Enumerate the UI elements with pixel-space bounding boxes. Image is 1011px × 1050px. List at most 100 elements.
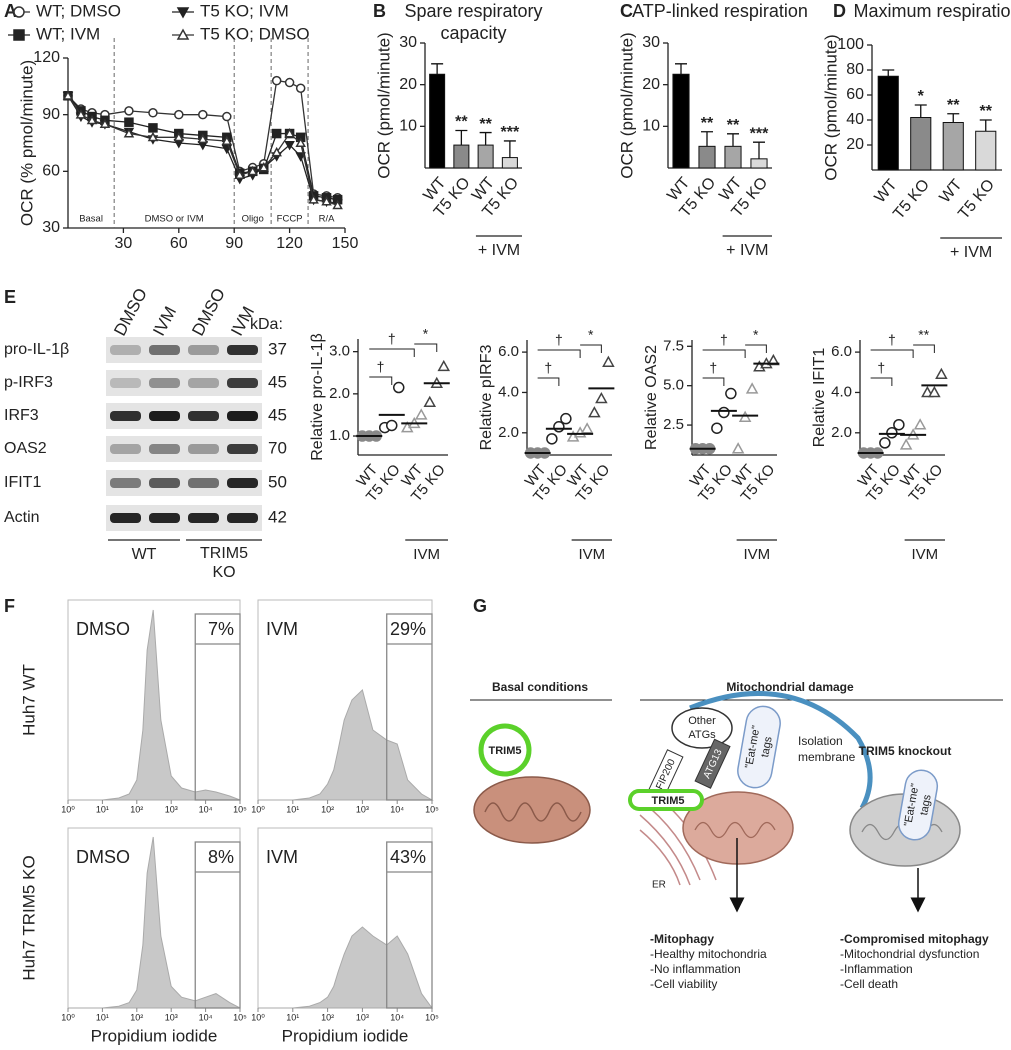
data-point (123, 128, 135, 138)
histogram-area (258, 926, 433, 1009)
outcome: -Compromised mitophagy (840, 932, 989, 946)
outcome: -Cell viability (650, 977, 717, 991)
data-point (718, 406, 730, 419)
blot-band (227, 411, 258, 421)
data-point (174, 109, 184, 120)
significance-bracket (702, 377, 725, 386)
bar (698, 145, 716, 169)
significance: *** (750, 125, 769, 142)
legend-label: T5 KO; IVM (200, 1, 289, 20)
legend-label: WT; IVM (36, 24, 100, 43)
y-tick-label: 30 (399, 34, 417, 51)
blot-band (188, 444, 219, 454)
gate (194, 613, 241, 801)
x-tick-label: 10⁵ (425, 804, 439, 814)
panel-letter: C (620, 1, 633, 21)
group-label: + IVM (726, 242, 768, 259)
trim5-protein (628, 789, 704, 811)
blot-band (110, 378, 141, 388)
blot-group-label: WT (132, 546, 157, 563)
bar (672, 73, 690, 169)
data-point (886, 427, 898, 439)
data-point (711, 422, 723, 434)
y-tick-label: 2.0 (498, 424, 519, 441)
error-bar (675, 63, 687, 75)
diagram-heading: TRIM5 knockout (859, 744, 952, 758)
x-axis-title: Propidium iodide (282, 1026, 409, 1045)
x-tick-label: 10² (130, 804, 143, 814)
y-tick-label: 2.0 (329, 385, 350, 402)
significance-bracket (913, 344, 935, 353)
legend-marker (13, 29, 25, 41)
blot-row-label: Actin (4, 509, 40, 526)
phase-label: FCCP (277, 214, 303, 225)
data-point (271, 128, 282, 139)
data-point (899, 438, 913, 450)
data-point (602, 355, 615, 367)
data-point (935, 367, 948, 380)
tag-label: tags (759, 735, 775, 758)
data-point (553, 421, 565, 433)
x-tick-label: 10⁰ (251, 804, 265, 814)
data-point (295, 152, 306, 162)
blot-band (227, 378, 258, 388)
bar (975, 130, 997, 171)
x-tick-label: 10¹ (286, 1012, 299, 1022)
data-point (271, 146, 282, 157)
phase-label: DMSO or IVM (145, 214, 204, 225)
data-point (234, 169, 246, 180)
x-tick-label: 90 (225, 235, 243, 252)
significance: † (877, 360, 885, 376)
bar (453, 144, 470, 169)
bar (877, 75, 899, 171)
protein-label: Other (688, 715, 716, 727)
x-tick-label: 10¹ (96, 1012, 109, 1022)
data-point (62, 90, 74, 100)
significance: * (588, 327, 594, 343)
y-tick-label: 20 (399, 76, 417, 93)
outcome: -Cell death (840, 977, 898, 991)
blot-column-label: DMSO (110, 285, 151, 339)
histogram-title: DMSO (76, 847, 130, 867)
error-bar (479, 131, 492, 146)
data-point (725, 387, 737, 400)
blot-row-label: pro-IL-1β (4, 341, 69, 358)
x-tick-label: 10¹ (96, 804, 109, 814)
x-tick-label: 10³ (165, 804, 178, 814)
x-tick-label: 10² (321, 1012, 334, 1022)
y-tick-label: 100 (837, 36, 864, 53)
significance-bracket (414, 343, 438, 352)
gate-percent: 43% (390, 847, 426, 867)
y-axis-title: Relative IFIT1 (811, 348, 828, 448)
y-tick-label: 5.0 (663, 377, 684, 394)
significance: † (544, 360, 552, 376)
significance: ** (918, 327, 929, 343)
x-tick-label: 10¹ (286, 804, 299, 814)
blot-kda: 50 (268, 472, 287, 491)
data-point (546, 433, 558, 445)
isolation-membrane (689, 690, 873, 810)
blot-row-label: IRF3 (4, 407, 39, 424)
cristae (484, 802, 582, 822)
y-tick-label: 6.0 (498, 343, 519, 360)
x-tick-label: T5 KO (955, 176, 998, 222)
data-point (308, 194, 319, 204)
blot-band (149, 478, 180, 488)
data-point (295, 83, 306, 93)
data-point (221, 135, 233, 146)
chart-title: Maximum respiration (853, 1, 1011, 21)
gate-percent: 29% (390, 619, 426, 639)
data-point (148, 123, 158, 133)
gate (386, 841, 433, 1009)
outcome: -Inflammation (840, 962, 913, 976)
y-axis-title: OCR (pmol/minute) (374, 32, 393, 178)
data-point (745, 382, 759, 394)
group-label: IVM (911, 546, 938, 563)
significance: ** (727, 117, 740, 134)
y-tick-label: 6.0 (831, 343, 852, 360)
blot-kda: 42 (268, 507, 287, 526)
y-tick-label: 30 (42, 219, 60, 236)
error-bar (914, 104, 927, 118)
data-point (731, 442, 745, 454)
